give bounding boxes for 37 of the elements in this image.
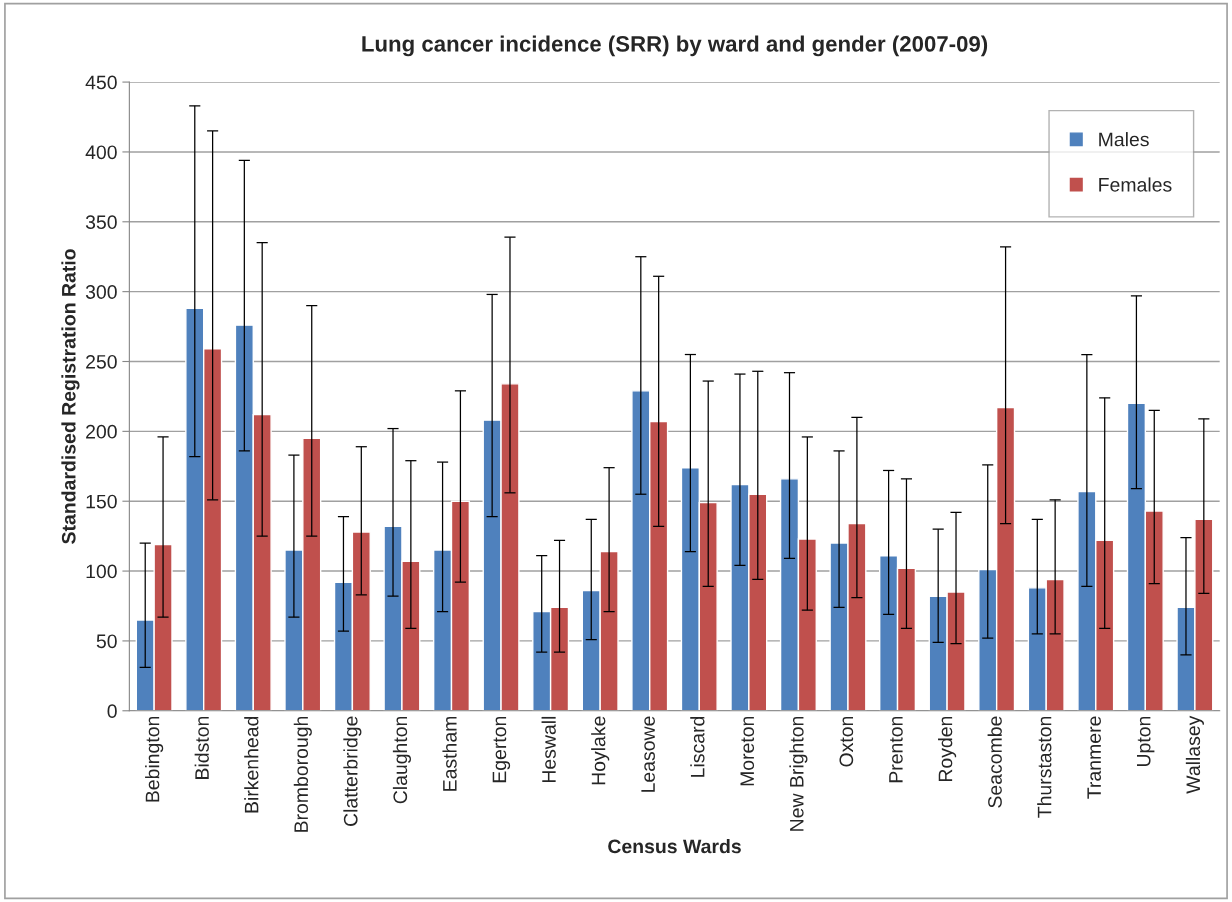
x-tick-label: Wallasey	[1185, 715, 1204, 794]
x-tick-label: Moreton	[740, 716, 755, 786]
x-tick-label: Royden	[938, 716, 957, 782]
y-tick-label: 450	[85, 75, 117, 90]
x-tick-label: Seacombe	[987, 716, 1002, 808]
x-tick-label: Tranmere	[1087, 716, 1101, 799]
x-tick-label: Eastham	[442, 716, 457, 791]
y-tick-label: 400	[85, 145, 117, 160]
x-tick-label: Clatterbridge	[343, 716, 362, 826]
y-tick-label: 250	[86, 354, 117, 369]
x-tick-label: Leasowe	[641, 716, 655, 792]
y-tick-label: 150	[86, 494, 117, 509]
x-tick-label: New Brighton	[789, 716, 808, 831]
x-tick-label: Bebington	[145, 716, 164, 802]
y-axis-title: Standardised Registration Ratio	[61, 249, 80, 544]
y-tick-label: 300	[85, 285, 117, 299]
legend-label: Females	[1099, 177, 1172, 192]
x-tick-label: Oxton	[839, 716, 854, 767]
x-tick-label: Upton	[1136, 716, 1155, 767]
y-tick-label: 0	[107, 704, 117, 719]
chart-title: Lung cancer incidence (SRR) by ward and gender (2007-09)	[362, 35, 988, 57]
x-tick-label: Bidston	[194, 716, 209, 779]
x-tick-label: Liscard	[690, 716, 705, 777]
y-tick-label: 200	[86, 424, 117, 439]
x-tick-label: Bromborough	[293, 716, 312, 832]
x-axis-title: Census Wards	[608, 839, 741, 854]
x-tick-label: Claughton	[392, 716, 411, 804]
x-tick-label: Heswall	[541, 716, 556, 783]
x-tick-label: Prenton	[889, 716, 903, 783]
y-tick-label: 100	[86, 564, 117, 579]
x-tick-label: Birkenhead	[244, 716, 259, 813]
legend-label: Males	[1099, 132, 1149, 147]
x-tick-label: Hoylake	[591, 716, 610, 785]
x-tick-label: Thurstaston	[1037, 716, 1052, 818]
x-tick-label: Egerton	[492, 716, 511, 783]
y-tick-label: 350	[85, 215, 117, 230]
y-tick-label: 50	[96, 634, 117, 649]
